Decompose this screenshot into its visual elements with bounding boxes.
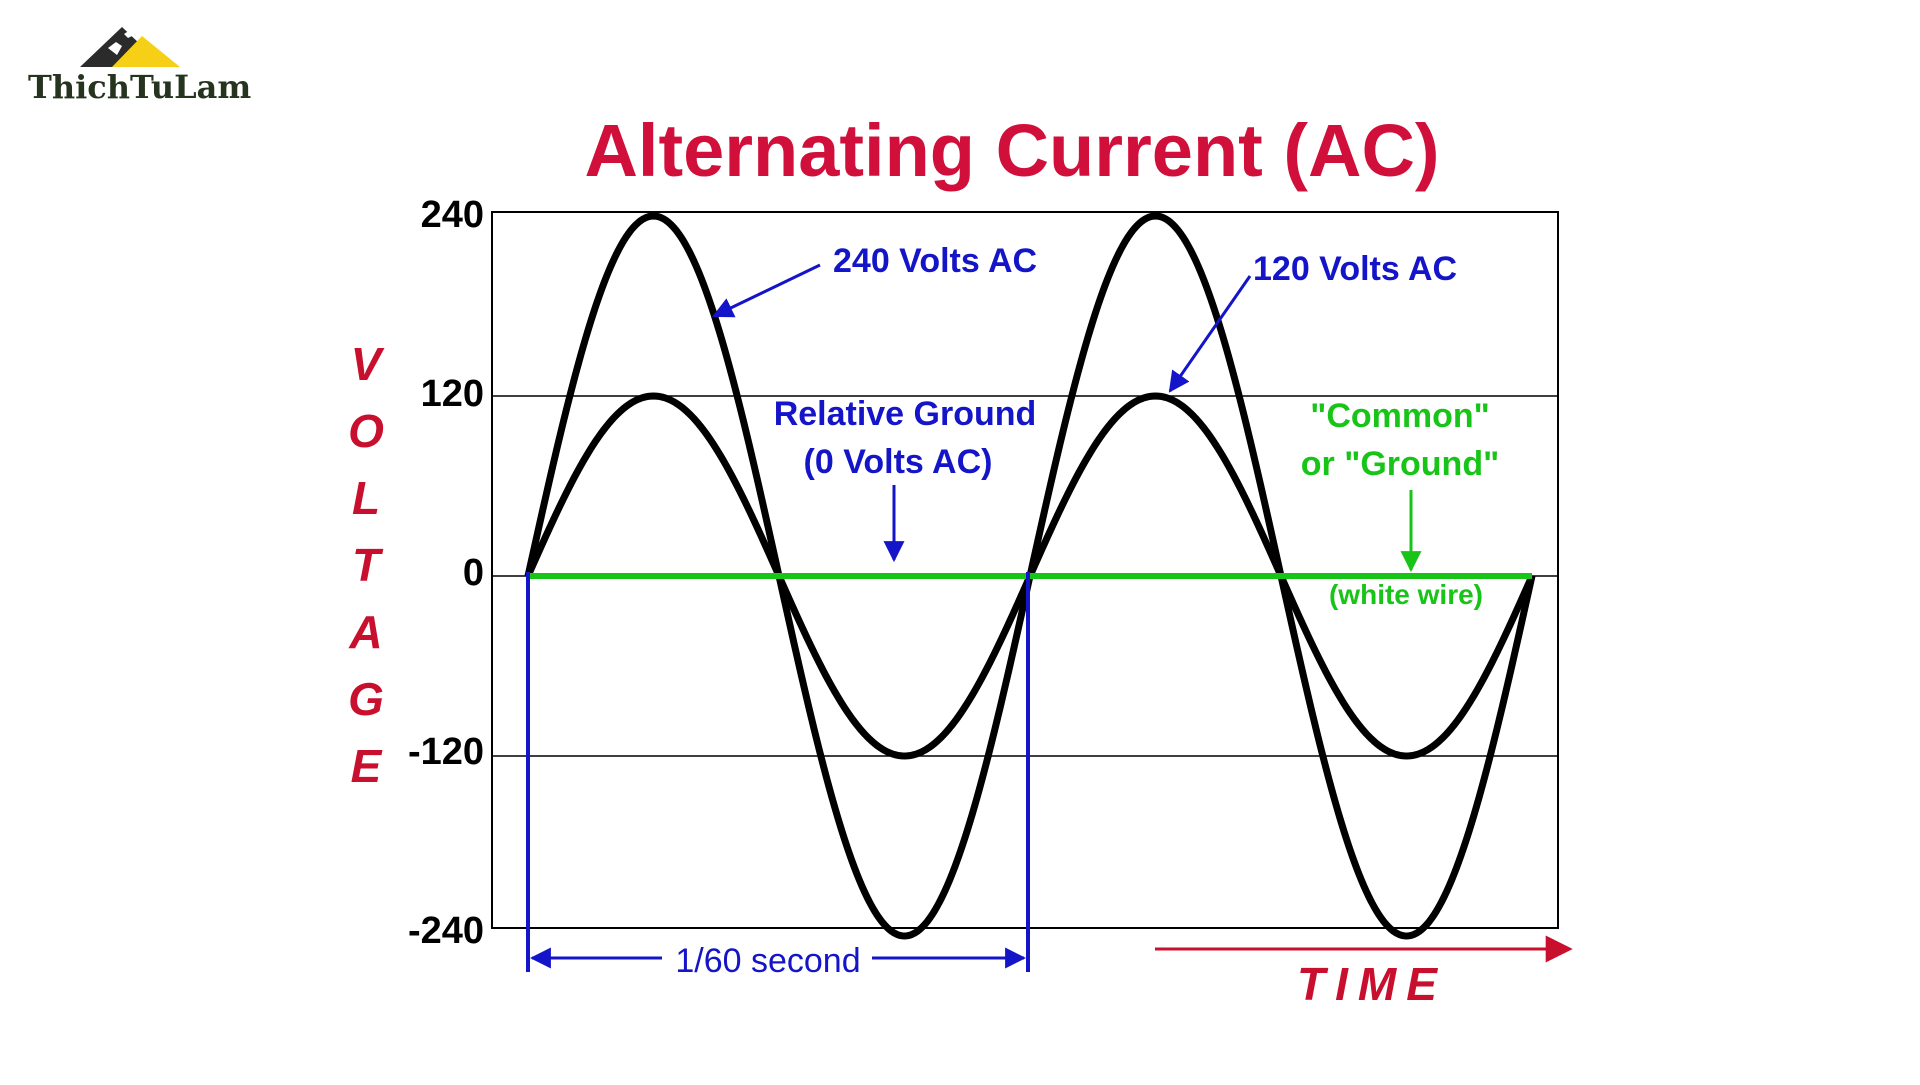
y-axis-label-letter: A <box>348 606 382 658</box>
annotation-or-ground: or "Ground" <box>1301 445 1499 483</box>
annotation-240v: 240 Volts AC <box>833 242 1037 280</box>
logo-worker-icon <box>108 30 134 55</box>
annotation-white-wire: (white wire) <box>1329 579 1483 610</box>
y-axis-label-letter: L <box>352 472 380 524</box>
y-tick-label: -120 <box>408 731 484 773</box>
y-axis-label-letter: T <box>352 539 384 591</box>
y-axis-label-letter: O <box>348 405 384 457</box>
y-axis-label-letter: E <box>351 740 383 792</box>
annotation-relative-ground-sub: (0 Volts AC) <box>804 443 993 481</box>
x-axis-label: TIME <box>1297 958 1447 1010</box>
annotation-common: "Common" <box>1310 397 1490 435</box>
annotations: 240 Volts AC 120 Volts AC Relative Groun… <box>712 242 1499 610</box>
annotation-120v-arrow <box>1168 275 1252 393</box>
period-label: 1/60 second <box>675 942 860 980</box>
y-axis-label-letter: G <box>348 673 384 725</box>
annotation-relative-ground: Relative Ground <box>774 395 1037 433</box>
y-tick-label: 240 <box>421 194 484 236</box>
y-tick-label: 0 <box>463 552 484 594</box>
y-axis-label-letter: V <box>351 338 385 390</box>
y-tick-labels: 240 120 0 -120 -240 <box>408 194 484 952</box>
grid <box>491 211 1559 929</box>
logo-roof-yellow <box>112 36 180 67</box>
y-tick-label: 120 <box>421 373 484 415</box>
y-tick-label: -240 <box>408 910 484 952</box>
x-axis: TIME <box>1155 935 1573 1010</box>
chart-title: Alternating Current (AC) <box>584 109 1439 192</box>
annotation-120v: 120 Volts AC <box>1253 250 1457 288</box>
logo-name: ThichTuLam <box>28 68 251 106</box>
plot-frame <box>491 211 1559 929</box>
period-indicator: 1/60 second <box>526 572 1030 980</box>
annotation-240v-arrow <box>712 263 821 318</box>
brand-logo: ThichTuLam <box>28 27 251 106</box>
